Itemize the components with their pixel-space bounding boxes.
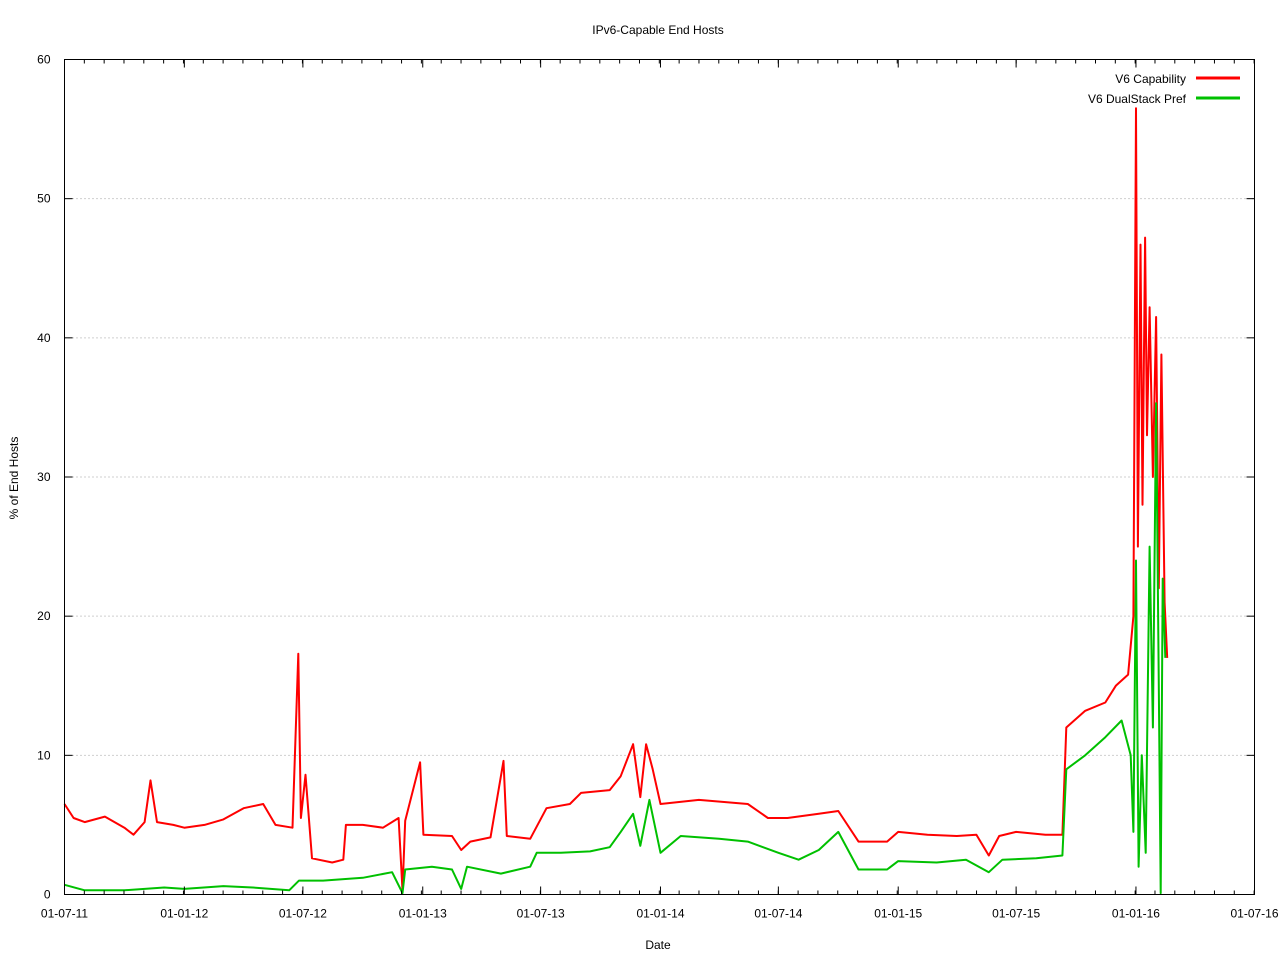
legend-label-v6-dualstack-pref: V6 DualStack Pref: [1088, 92, 1187, 106]
series-line-v6-capability: [63, 107, 1169, 892]
x-tick-label: 01-01-13: [399, 907, 447, 921]
y-tick-label: 50: [37, 192, 51, 206]
x-tick-label: 01-07-15: [992, 907, 1040, 921]
chart-title: IPv6-Capable End Hosts: [592, 23, 723, 37]
x-tick-label: 01-01-15: [874, 907, 922, 921]
x-axis-title: Date: [645, 938, 671, 952]
series-line-v6-dualstack-pref: [64, 402, 1167, 895]
x-tick-label: 01-07-16: [1230, 907, 1278, 921]
x-tick-label: 01-07-11: [41, 907, 88, 921]
x-tick-label: 01-07-13: [517, 907, 565, 921]
axis-ticks: 0 10 20 30 40 50 60 01-07-11 01-01-12 01-07-12 01-…: [37, 53, 1279, 921]
y-tick-label: 10: [37, 748, 51, 762]
legend-label-v6-capability: V6 Capability: [1115, 72, 1186, 86]
x-tick-label: 01-07-12: [279, 907, 327, 921]
series-lines: [63, 107, 1169, 895]
y-tick-label: 0: [44, 888, 51, 902]
x-tick-label: 01-01-16: [1112, 907, 1160, 921]
y-tick-label: 60: [37, 53, 51, 67]
x-tick-label: 01-07-14: [754, 907, 802, 921]
y-tick-label: 30: [37, 470, 51, 484]
y-tick-label: 40: [37, 331, 51, 345]
legend: V6 Capability V6 DualStack Pref: [1088, 72, 1240, 106]
x-tick-label: 01-01-14: [636, 907, 684, 921]
y-tick-label: 20: [37, 609, 51, 623]
x-tick-label: 01-01-12: [160, 907, 208, 921]
y-axis-title: % of End Hosts: [7, 437, 21, 520]
